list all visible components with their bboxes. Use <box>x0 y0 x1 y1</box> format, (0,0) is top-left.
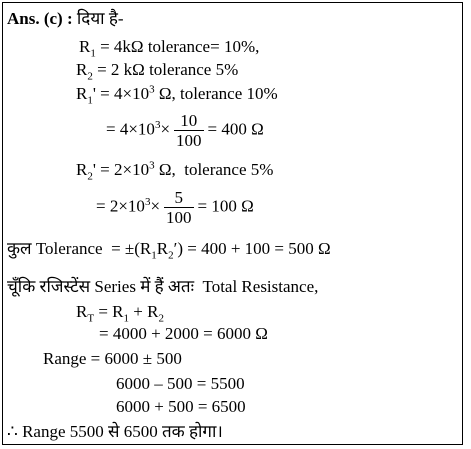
line: = 4×103× 10 100 = 400 Ω <box>106 111 264 150</box>
text-fragment: Ω, tolerance 10% <box>154 84 278 103</box>
text-fragment: R <box>76 302 88 321</box>
text-fragment: = 2 kΩ tolerance 5% <box>92 60 239 79</box>
text-fragment: ∴ Range 5500 से 6500 तक होगा। <box>7 422 223 441</box>
text-fragment: = 400 Ω <box>207 119 264 139</box>
line: कुल Tolerance = ±(R1R2′) = 400 + 100 = 5… <box>7 239 331 262</box>
text-fragment: 3 <box>149 159 155 172</box>
text-fragment: चूँकि रजिस्टेंस Series में हैं अतः Total… <box>7 277 319 296</box>
text-fragment: = 4kΩ tolerance= 10%, <box>95 37 260 56</box>
text-fragment: R <box>76 60 88 79</box>
line: R1' = 4×103 Ω, tolerance 10% <box>76 83 278 107</box>
text-fragment: ' = 4×10 <box>92 84 150 103</box>
line: ∴ Range 5500 से 6500 तक होगा। <box>7 422 223 442</box>
text-fragment: R <box>76 160 88 179</box>
text-fragment: R <box>79 37 91 56</box>
text-fragment: = R <box>94 302 124 321</box>
fraction: 5 100 <box>164 188 194 227</box>
text-fragment: × <box>160 119 171 139</box>
text-fragment: कुल Tolerance = ±(R <box>7 239 152 258</box>
text-fragment: = 4000 + 2000 = 6000 Ω <box>99 324 268 343</box>
answer-box: Ans. (c) : दिया है- R1 = 4kΩ tolerance= … <box>2 2 463 445</box>
text-fragment: 100 <box>166 208 192 227</box>
line: R2' = 2×103 Ω, tolerance 5% <box>76 159 274 183</box>
text-fragment: 1 <box>123 312 130 325</box>
text-fragment: T <box>87 312 95 325</box>
text-fragment: R <box>76 84 88 103</box>
text-fragment: = 2×10 <box>96 196 145 216</box>
text-fragment: 1 <box>151 249 157 262</box>
line: चूँकि रजिस्टेंस Series में हैं अतः Total… <box>7 277 318 297</box>
text-fragment: 1 <box>90 47 96 60</box>
text-fragment: 3 <box>144 195 151 208</box>
text-fragment: ' = 2×10 <box>92 160 150 179</box>
text-fragment: 3 <box>154 118 161 131</box>
text-fragment: = 4×10 <box>106 119 155 139</box>
line: 6000 – 500 = 5500 <box>116 374 245 394</box>
text-fragment: 10 <box>174 111 204 131</box>
text-fragment: ′) = 400 + 100 = 500 Ω <box>173 239 331 258</box>
fraction: 10 100 <box>174 111 204 150</box>
line: RT = R1 + R2 <box>76 302 164 325</box>
text-fragment: + R <box>129 302 159 321</box>
text-fragment: 2 <box>158 312 164 325</box>
line: = 4000 + 2000 = 6000 Ω <box>99 324 268 344</box>
text-fragment: 6000 – 500 = 5500 <box>116 374 245 393</box>
line: R2 = 2 kΩ tolerance 5% <box>76 60 239 83</box>
text-fragment: 1 <box>87 94 93 107</box>
text-fragment: × <box>150 196 161 216</box>
line: Range = 6000 ± 500 <box>43 349 182 369</box>
text-fragment: R <box>156 239 169 258</box>
text-fragment: Ω, tolerance 5% <box>154 160 274 179</box>
text-fragment: = 100 Ω <box>197 196 254 216</box>
text-fragment: 2 <box>168 249 174 262</box>
text-fragment: 3 <box>149 83 155 96</box>
line: Ans. (c) : दिया है- <box>7 9 124 29</box>
text-fragment: 5 <box>164 188 194 208</box>
text-fragment: दिया है- <box>72 9 124 28</box>
line: = 2×103× 5 100 = 100 Ω <box>96 188 254 227</box>
text-fragment: Ans. (c) : <box>7 9 73 28</box>
text-fragment: 6000 + 500 = 6500 <box>116 397 246 416</box>
line: 6000 + 500 = 6500 <box>116 397 246 417</box>
line: R1 = 4kΩ tolerance= 10%, <box>79 37 260 60</box>
text-fragment: Range = 6000 ± 500 <box>43 349 182 368</box>
text-fragment: 2 <box>87 70 93 83</box>
text-fragment: 100 <box>176 131 202 150</box>
text-fragment: 2 <box>87 170 93 183</box>
